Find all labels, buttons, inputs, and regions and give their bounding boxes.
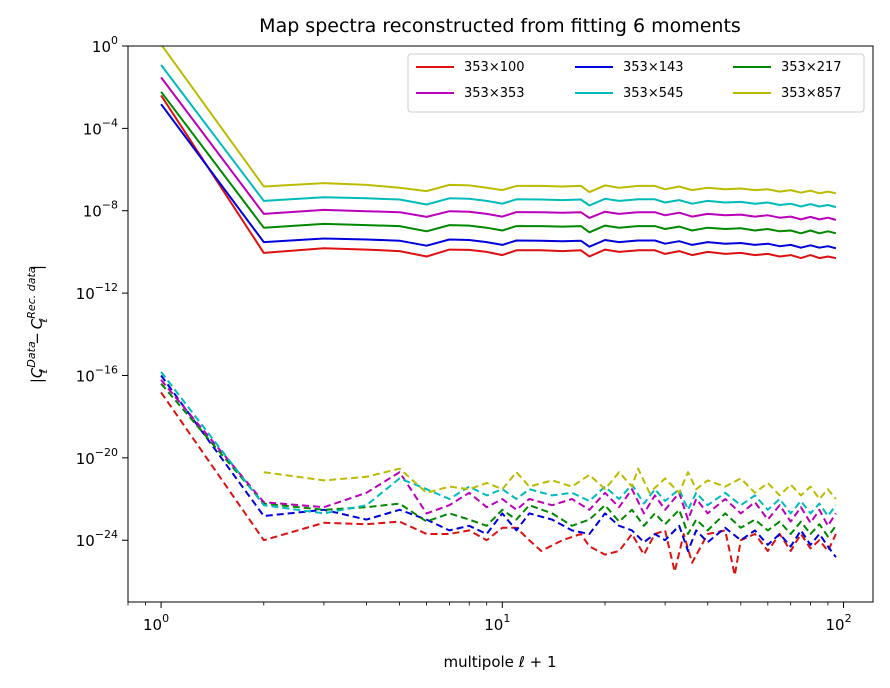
- legend-label: 353×143: [623, 60, 684, 75]
- chart-title: Map spectra reconstructed from fitting 6…: [259, 15, 741, 37]
- legend-label: 353×100: [464, 60, 525, 75]
- legend-box: [407, 53, 865, 113]
- y-tick-label: 10−12: [76, 281, 118, 303]
- x-tick-label: 102: [825, 612, 851, 634]
- series-dashed-line-0: [160, 391, 837, 577]
- x-tick-label: 101: [484, 612, 510, 634]
- y-axis-label: |CDataℓ−CRec. dataℓ|: [25, 265, 50, 383]
- legend-label: 353×545: [623, 86, 684, 101]
- y-tick-label: 100: [92, 34, 118, 56]
- series-dashed-line-3: [160, 379, 837, 527]
- x-axis-label: multipole ℓ + 1: [443, 653, 556, 671]
- series-solid-line-0: [160, 94, 837, 260]
- y-tick-label: 10−20: [76, 446, 118, 468]
- series-solid-line-1: [160, 103, 837, 250]
- series-solid-line-5: [161, 46, 837, 195]
- legend-label: 353×857: [781, 86, 842, 101]
- x-tick-label: 100: [143, 612, 169, 634]
- plot-frame: [127, 45, 874, 603]
- series-dashed-line-5: [263, 467, 837, 500]
- series-dashed-line-1: [160, 374, 837, 558]
- legend: 353×100 353×143 353×217 353×353 353×545 353×8…: [407, 53, 865, 113]
- series-dashed-line-4: [160, 371, 837, 517]
- y-tick-label: 10−16: [76, 363, 118, 385]
- y-tick-label: 10−8: [83, 199, 118, 221]
- series-solid-line-2: [160, 91, 837, 235]
- series-dashed-line-2: [160, 383, 837, 538]
- y-axis: 100 10−4 10−8 10−12 10−16 10−20 10−24: [76, 34, 128, 550]
- x-axis: 100 101 102: [127, 602, 852, 634]
- plot-area: [160, 46, 837, 577]
- y-tick-label: 10−24: [76, 528, 118, 550]
- legend-label: 353×353: [464, 86, 525, 101]
- legend-label: 353×217: [781, 60, 842, 75]
- series-solid-line-3: [160, 76, 837, 221]
- series-solid-line-4: [160, 64, 837, 209]
- y-tick-label: 10−4: [83, 116, 118, 138]
